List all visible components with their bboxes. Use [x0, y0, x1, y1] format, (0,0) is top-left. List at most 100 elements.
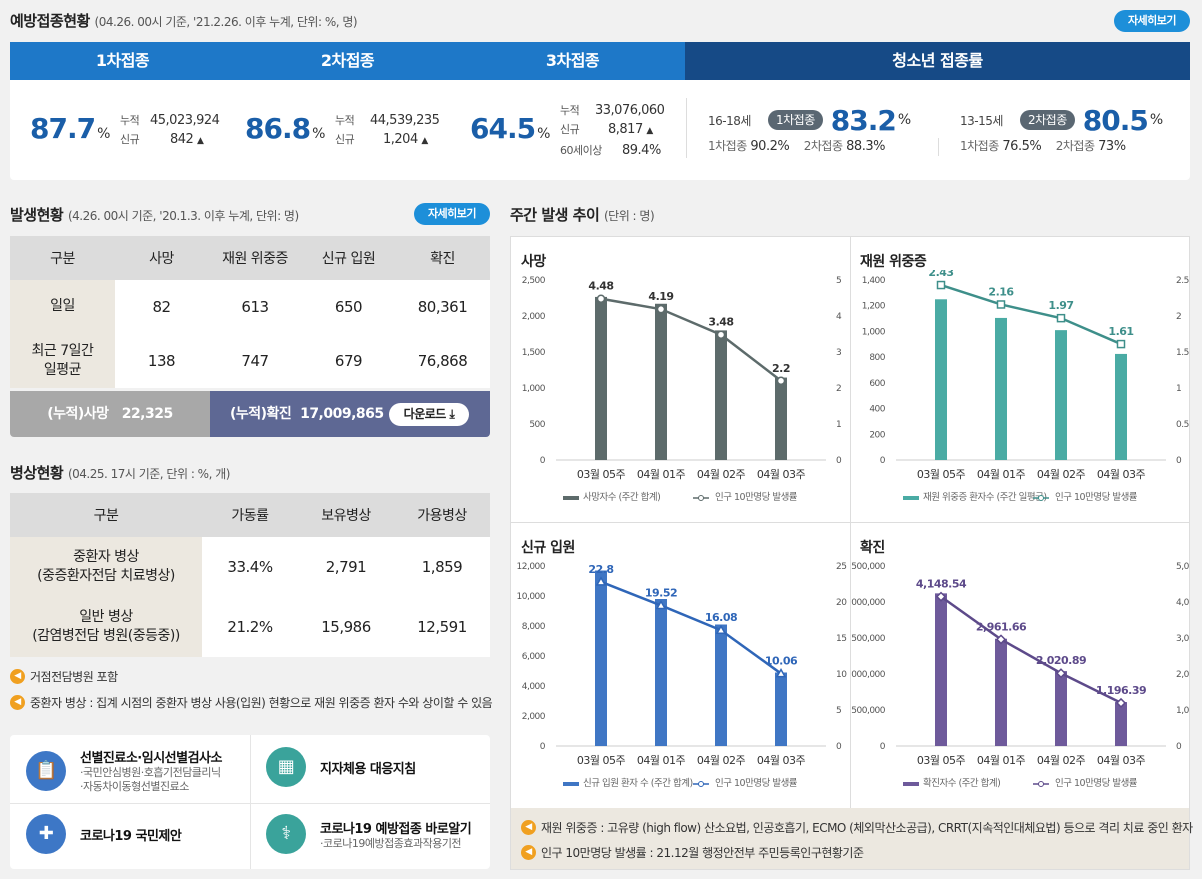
y-tick-label: 12,000 [517, 562, 546, 572]
divider [10, 803, 490, 804]
y2-tick-label: 10 [836, 670, 847, 680]
rate-point [996, 300, 1006, 309]
service-screening-clinic[interactable]: 📋 선별진료소·임시선별검사소 ·국민안심병원·호흡기전담클리닉 ·자동차이동형선별… [26, 747, 222, 794]
chart-admission: 0 2,000 4,000 6,000 8,000 10,000 12,000 0 5 10 15 2… [517, 562, 848, 789]
y-tick-label: 0 [540, 456, 546, 466]
divider [510, 522, 1190, 523]
y-tick-label: 0 [880, 456, 886, 466]
data-label: 1,196.39 [1096, 684, 1146, 697]
beds-note-1: ◀ 거점전담병원 포함 [10, 666, 118, 686]
rate-point [1115, 697, 1127, 708]
y2-tick-label: 0 [1176, 742, 1182, 752]
y-tick-label: 400 [869, 405, 885, 415]
rate-line [600, 297, 782, 382]
data-label: 4.19 [648, 290, 673, 303]
tab-dose1[interactable]: 1차접종 [10, 42, 235, 80]
legend-bar-label: 사망자수 (주간 합계) [583, 491, 660, 503]
y2-tick-label: 25 [836, 562, 846, 572]
y-tick-label: 1,000 [522, 384, 546, 394]
y2-tick-label: 2.5 [1176, 276, 1189, 286]
y-tick-label: 1,000,000 [851, 670, 886, 680]
legend-bar-swatch [563, 782, 579, 786]
table-header: 구분 가동률 보유병상 가용병상 [10, 493, 490, 537]
x-tick-label: 04월 03주 [1097, 754, 1146, 767]
y2-tick-label: 1 [836, 420, 841, 430]
vaccine-tabs: 1차접종 2차접종 3차접종 청소년 접종률 [10, 42, 1190, 80]
weekly-notes [511, 808, 1189, 869]
y-tick-label: 2,500 [522, 276, 546, 286]
speaker-icon: ◀ [521, 819, 536, 835]
legend-bar-swatch [903, 782, 919, 786]
x-tick-label: 03월 05주 [917, 468, 966, 481]
x-tick-label: 03월 05주 [917, 754, 966, 767]
bar [775, 672, 787, 746]
y2-tick-label: 0 [836, 742, 842, 752]
chart-title-admission: 신규 입원 [521, 540, 575, 556]
y-tick-label: 1,000 [862, 327, 886, 337]
y-tick-label: 10,000 [517, 592, 546, 602]
dose3-detail: 누적 33,076,060 신규 8,817 ▲ 60세이상 89.4% [560, 103, 665, 158]
service-vaccine-info[interactable]: ⚕ 코로나19 예방접종 바로알기 ·코로나19예방접종효과작용기전 [266, 814, 472, 854]
chart-title-confirmed: 확진 [860, 540, 885, 556]
service-local-guideline[interactable]: ▦ 지자체용 대응지침 [266, 747, 416, 787]
tab-dose2[interactable]: 2차접종 [235, 42, 460, 80]
outbreak-title: 발생현황 (4.26. 00시 기준, '20.1.3. 이후 누계, 단위: … [10, 206, 299, 224]
dose1-detail: 누적 45,023,924 신규 842 ▲ [120, 113, 220, 147]
table-row: 중환자 병상 (중증환자전담 치료병상) 33.4% 2,791 1,859 [10, 537, 490, 597]
chart-critical: 0 200 400 600 800 1,000 1,200 1,400 0 0.5 1 1.5 2 2.5… [862, 270, 1189, 503]
data-label: 19.52 [645, 586, 677, 599]
speaker-icon: ◀ [521, 844, 536, 860]
legend-line-label: 인구 10만명당 발생률 [715, 778, 798, 789]
tab-dose3[interactable]: 3차접종 [460, 42, 685, 80]
vaccine-more-button[interactable]: 자세히보기 [1114, 10, 1190, 32]
rate-point [775, 668, 787, 678]
up-arrow-icon: ▲ [421, 136, 428, 146]
tab-teen[interactable]: 청소년 접종률 [685, 42, 1190, 80]
data-label: 4,148.54 [916, 578, 967, 591]
legend-line-marker [698, 495, 704, 501]
dose2-rate: 86.8% [245, 112, 325, 145]
download-icon: ⤓ [449, 407, 455, 421]
y2-tick-label: 4,000 [1176, 598, 1189, 608]
rate-point [1056, 313, 1066, 323]
data-label: 2.43 [928, 270, 953, 279]
y-tick-label: 4,000 [522, 682, 546, 692]
weekly-note-2: ◀ 인구 10만명당 발생률 : 21.12월 행정안전부 주민등록인구현황기준 [521, 842, 864, 862]
teen2-block: 13-15세 2차접종 80.5% 1차접종 76.5% 2차접종 73% [960, 103, 1163, 155]
x-tick-label: 04월 03주 [757, 754, 806, 767]
y-tick-label: 1,200 [862, 302, 886, 312]
outbreak-table: 구분 사망 재원 위중증 신규 입원 확진 일일 82 613 650 80,361 … [10, 236, 490, 388]
bar [715, 330, 727, 460]
rate-point [1055, 668, 1067, 679]
legend-bar-label: 재원 위중증 환자수 (주간 일평균) [923, 491, 1047, 503]
x-tick-label: 03월 05주 [577, 754, 626, 767]
weekly-title: 주간 발생 추이 (단위 : 명) [510, 206, 655, 224]
rate-point [776, 376, 786, 386]
y-tick-label: 600 [869, 379, 885, 389]
clipboard-icon: 📋 [26, 750, 66, 791]
bar [935, 299, 947, 460]
table-row: 최근 7일간 일평균 138 747 679 76,868 [10, 333, 490, 388]
x-tick-label: 04월 01주 [977, 468, 1026, 481]
dose2-detail: 누적 44,539,235 신규 1,204 ▲ [335, 113, 440, 147]
data-label: 22.8 [588, 563, 613, 576]
download-button[interactable]: 다운로드 ⤓ [389, 403, 469, 426]
y2-tick-label: 1,000 [1176, 706, 1189, 716]
bar [995, 638, 1007, 746]
y-tick-label: 500,000 [851, 706, 885, 716]
x-tick-label: 04월 02주 [1037, 754, 1086, 767]
y-tick-label: 2,000,000 [851, 598, 886, 608]
outbreak-more-button[interactable]: 자세히보기 [414, 203, 490, 225]
cumulative-death: (누적)사망 22,325 [10, 391, 210, 437]
y-tick-label: 1,500 [522, 348, 546, 358]
y2-tick-label: 5,000 [1176, 562, 1189, 572]
y2-tick-label: 15 [836, 634, 846, 644]
x-tick-label: 04월 02주 [697, 468, 746, 481]
y-tick-label: 2,000 [522, 712, 546, 722]
chart-death: 0 500 1,000 1,500 2,000 2,500 0 1 2 3 4 5 03월 05주 04월… [522, 276, 843, 503]
service-public-proposal[interactable]: ✚ 코로나19 국민제안 [26, 814, 182, 854]
x-tick-label: 04월 01주 [637, 754, 686, 767]
y2-tick-label: 2,000 [1176, 670, 1189, 680]
data-label: 1.97 [1048, 299, 1073, 312]
x-tick-label: 04월 02주 [1037, 468, 1086, 481]
